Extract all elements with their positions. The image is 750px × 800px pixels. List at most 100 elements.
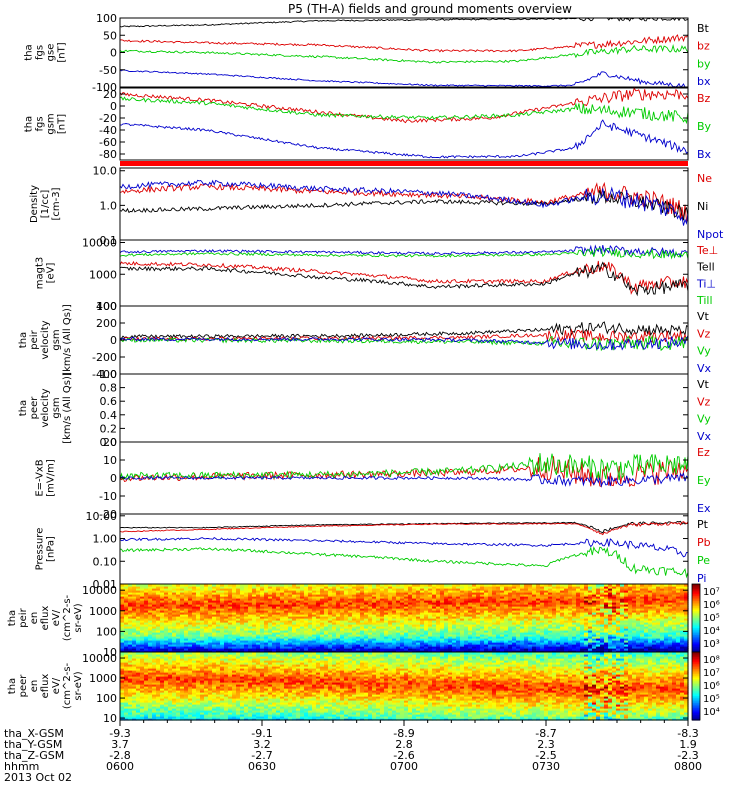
spectrogram-cell bbox=[432, 636, 437, 639]
spectrogram-cell bbox=[536, 588, 541, 591]
spectrogram-cell bbox=[468, 598, 473, 601]
spectrogram-cell bbox=[372, 648, 377, 651]
spectrogram-cell bbox=[120, 586, 125, 589]
spectrogram-cell bbox=[444, 626, 449, 629]
spectrogram-cell bbox=[532, 606, 537, 609]
spectrogram-cell bbox=[536, 634, 541, 637]
spectrogram-cell bbox=[192, 650, 197, 653]
spectrogram-cell bbox=[472, 606, 477, 609]
spectrogram-cell bbox=[336, 634, 341, 637]
y-axis-label-line: [1/cc] bbox=[40, 190, 51, 219]
spectrogram-cell bbox=[184, 628, 189, 631]
spectrogram-cell bbox=[400, 592, 405, 595]
spectrogram-cell bbox=[532, 600, 537, 603]
spectrogram-cell bbox=[300, 592, 305, 595]
spectrogram-cell bbox=[536, 616, 541, 619]
spectrogram-cell bbox=[260, 586, 265, 589]
spectrogram-cell bbox=[428, 608, 433, 611]
spectrogram-cell bbox=[320, 598, 325, 601]
spectrogram-cell bbox=[536, 592, 541, 595]
spectrogram-cell bbox=[436, 600, 441, 603]
spectrogram-cell bbox=[304, 616, 309, 619]
spectrogram-cell bbox=[416, 624, 421, 627]
spectrogram-cell bbox=[276, 640, 281, 643]
spectrogram-cell bbox=[320, 634, 325, 637]
spectrogram-cell bbox=[508, 584, 513, 587]
spectrogram-cell bbox=[460, 608, 465, 611]
spectrogram-cell bbox=[144, 630, 149, 633]
spectrogram-cell bbox=[300, 622, 305, 625]
spectrogram-cell bbox=[424, 638, 429, 641]
spectrogram-cell bbox=[364, 618, 369, 621]
spectrogram-cell bbox=[352, 606, 357, 609]
spectrogram-cell bbox=[220, 606, 225, 609]
legend-entry: Pe bbox=[697, 554, 710, 567]
spectrogram-cell bbox=[196, 584, 201, 587]
spectrogram-cell bbox=[448, 634, 453, 637]
spectrogram-cell bbox=[448, 622, 453, 625]
spectrogram-cell bbox=[272, 626, 277, 629]
spectrogram-cell bbox=[392, 586, 397, 589]
spectrogram-cell bbox=[424, 600, 429, 603]
spectrogram-cell bbox=[188, 602, 193, 605]
spectrogram-cell bbox=[120, 638, 125, 641]
spectrogram-cell bbox=[176, 626, 181, 629]
spectrogram-cell bbox=[316, 598, 321, 601]
spectrogram-cell bbox=[396, 634, 401, 637]
spectrogram-cell bbox=[248, 588, 253, 591]
spectrogram-cell bbox=[368, 624, 373, 627]
spectrogram-cell bbox=[252, 648, 257, 651]
spectrogram-cell bbox=[496, 634, 501, 637]
spectrogram-cell bbox=[496, 608, 501, 611]
spectrogram-cell bbox=[212, 640, 217, 643]
spectrogram-cell bbox=[188, 606, 193, 609]
spectrogram-cell bbox=[444, 644, 449, 647]
spectrogram-cell bbox=[260, 592, 265, 595]
spectrogram-cell bbox=[376, 606, 381, 609]
spectrogram-cell bbox=[168, 634, 173, 637]
spectrogram-cell bbox=[212, 602, 217, 605]
spectrogram-cell bbox=[420, 632, 425, 635]
spectrogram-cell bbox=[368, 608, 373, 611]
spectrogram-cell bbox=[136, 622, 141, 625]
spectrogram-cell bbox=[352, 642, 357, 645]
spectrogram-cell bbox=[296, 620, 301, 623]
spectrogram-cell bbox=[316, 584, 321, 587]
spectrogram-cell bbox=[268, 638, 273, 641]
spectrogram-cell bbox=[368, 584, 373, 587]
spectrogram-cell bbox=[176, 604, 181, 607]
spectrogram-cell bbox=[396, 602, 401, 605]
spectrogram-cell bbox=[132, 598, 137, 601]
spectrogram-cell bbox=[164, 620, 169, 623]
spectrogram-cell bbox=[356, 614, 361, 617]
spectrogram-cell bbox=[280, 612, 285, 615]
spectrogram-cell bbox=[260, 630, 265, 633]
spectrogram-cell bbox=[232, 634, 237, 637]
spectrogram-cell bbox=[492, 586, 497, 589]
spectrogram-cell bbox=[528, 632, 533, 635]
spectrogram-cell bbox=[308, 622, 313, 625]
spectrogram-cell bbox=[256, 606, 261, 609]
spectrogram-cell bbox=[452, 644, 457, 647]
spectrogram-cell bbox=[484, 636, 489, 639]
spectrogram-cell bbox=[280, 610, 285, 613]
spectrogram-cell bbox=[492, 618, 497, 621]
spectrogram-cell bbox=[504, 646, 509, 649]
spectrogram-cell bbox=[344, 614, 349, 617]
spectrogram-cell bbox=[416, 640, 421, 643]
spectrogram-cell bbox=[400, 648, 405, 651]
spectrogram-cell bbox=[164, 604, 169, 607]
spectrogram-cell bbox=[256, 584, 261, 587]
legend-entry: Ti⊥ bbox=[696, 277, 716, 290]
spectrogram-cell bbox=[476, 592, 481, 595]
spectrogram-cell bbox=[392, 612, 397, 615]
y-axis-label: Pressure [nPa] bbox=[35, 528, 57, 571]
spectrogram-cell bbox=[132, 638, 137, 641]
spectrogram-cell bbox=[304, 606, 309, 609]
spectrogram-cell bbox=[216, 646, 221, 649]
spectrogram-cell bbox=[480, 622, 485, 625]
spectrogram-cell bbox=[368, 626, 373, 629]
spectrogram-cell bbox=[516, 618, 521, 621]
spectrogram-cell bbox=[280, 614, 285, 617]
spectrogram-cell bbox=[244, 628, 249, 631]
